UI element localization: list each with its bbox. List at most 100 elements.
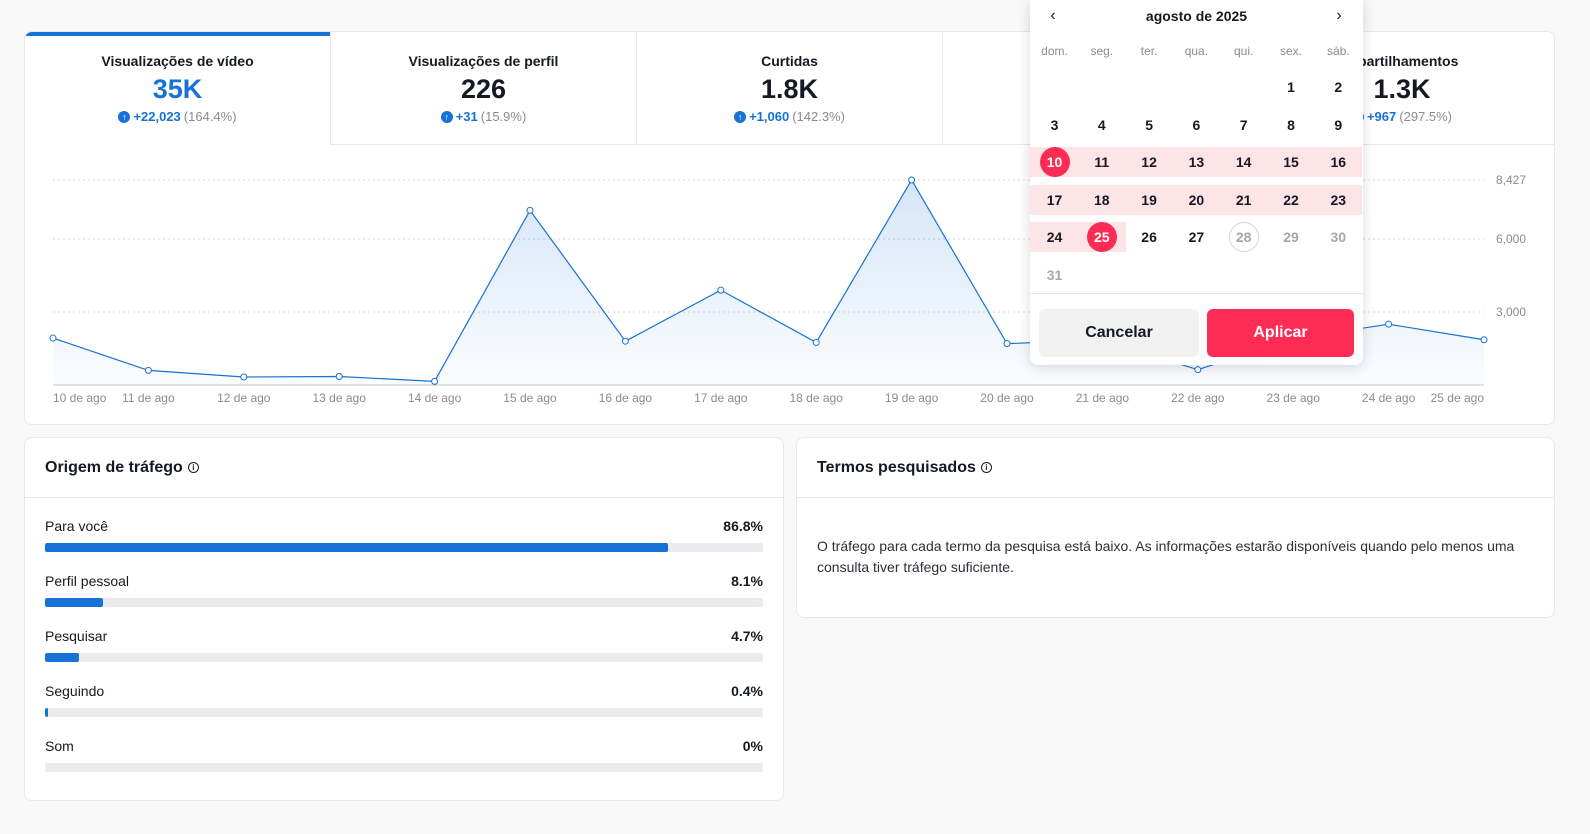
calendar-day-number: 3 bbox=[1050, 116, 1059, 133]
x-tick-label: 18 de ago bbox=[790, 391, 844, 405]
weekday-label: ter. bbox=[1140, 44, 1158, 58]
data-point[interactable] bbox=[1480, 336, 1488, 344]
calendar-day[interactable]: 19 bbox=[1126, 185, 1173, 215]
data-point[interactable] bbox=[335, 372, 343, 380]
traffic-row: Seguindo 0.4% bbox=[45, 683, 763, 738]
calendar-day[interactable]: 26 bbox=[1126, 222, 1173, 252]
calendar-day-number: 15 bbox=[1283, 154, 1299, 170]
calendar-day-number: 31 bbox=[1046, 266, 1063, 283]
calendar-days: 1 2 3 4 5 6 7 8 9 10 11 12 13 14 15 16 17 18 19 20 21 22 23 24 2… bbox=[1030, 0, 1363, 300]
calendar-day[interactable]: 15 bbox=[1268, 147, 1315, 177]
traffic-header: Origem de tráfego i bbox=[25, 438, 783, 498]
calendar-day-number: 18 bbox=[1094, 191, 1110, 208]
calendar-month-label: agosto de 2025 bbox=[1145, 8, 1248, 24]
calendar-day[interactable]: 25 bbox=[1078, 222, 1125, 252]
calendar-day[interactable]: 21 bbox=[1220, 185, 1267, 215]
calendar-day-number: 6 bbox=[1192, 116, 1201, 133]
weekday-label: seg. bbox=[1090, 44, 1114, 58]
calendar-day[interactable]: 16 bbox=[1315, 147, 1362, 177]
calendar-day[interactable]: 5 bbox=[1126, 110, 1173, 140]
data-point[interactable] bbox=[1003, 340, 1011, 348]
calendar-day[interactable]: 14 bbox=[1220, 147, 1267, 177]
calendar-day[interactable]: 11 bbox=[1078, 147, 1125, 177]
data-point[interactable] bbox=[526, 206, 534, 214]
calendar-day-number: 29 bbox=[1283, 229, 1299, 245]
traffic-bar-track bbox=[45, 543, 763, 552]
data-point[interactable] bbox=[1194, 366, 1202, 374]
traffic-name: Perfil pessoal bbox=[45, 573, 130, 589]
data-point[interactable] bbox=[431, 377, 439, 385]
x-tick-label: 23 de ago bbox=[1267, 391, 1321, 405]
traffic-bar-fill bbox=[45, 708, 48, 717]
change-absolute: +31 bbox=[455, 109, 478, 124]
traffic-row: Som 0% bbox=[45, 738, 763, 793]
chevron-right-icon[interactable]: › bbox=[1336, 7, 1342, 24]
calendar-day-number: 26 bbox=[1141, 229, 1157, 245]
change-percent: (142.3%) bbox=[792, 109, 845, 124]
calendar-day[interactable]: 10 bbox=[1031, 147, 1078, 177]
calendar-day-number: 24 bbox=[1046, 229, 1063, 245]
weekday-label: sex. bbox=[1279, 44, 1302, 58]
chevron-left-icon[interactable]: ‹ bbox=[1050, 7, 1056, 24]
calendar-day[interactable]: 13 bbox=[1173, 147, 1220, 177]
traffic-row: Para você 86.8% bbox=[45, 518, 763, 573]
info-icon[interactable]: i bbox=[187, 462, 199, 473]
x-tick-label: 19 de ago bbox=[885, 391, 939, 405]
x-tick-label: 21 de ago bbox=[1076, 391, 1130, 405]
calendar-day-number: 2 bbox=[1334, 79, 1343, 95]
calendar-day[interactable]: 17 bbox=[1031, 185, 1078, 215]
cancel-button[interactable]: Cancelar bbox=[1039, 309, 1199, 357]
calendar-day-number: 4 bbox=[1097, 116, 1106, 133]
info-icon[interactable]: i bbox=[980, 462, 992, 473]
metric-tab-profile-views[interactable]: Visualizações de perfil 226 ↑ +31 (15.9%… bbox=[331, 32, 637, 145]
data-point[interactable] bbox=[144, 366, 152, 374]
calendar-day-number: 1 bbox=[1287, 79, 1295, 95]
x-tick-label: 13 de ago bbox=[313, 391, 367, 405]
calendar-day-number: 16 bbox=[1330, 154, 1347, 170]
calendar-day[interactable]: 1 bbox=[1268, 72, 1315, 102]
calendar-day[interactable]: 6 bbox=[1173, 110, 1220, 140]
traffic-percent: 0% bbox=[742, 738, 763, 754]
metric-label: mpartilhamentos bbox=[1345, 53, 1459, 69]
calendar-day[interactable]: 23 bbox=[1315, 185, 1362, 215]
traffic-bar-fill bbox=[45, 598, 104, 607]
calendar-day-number: 21 bbox=[1235, 191, 1252, 208]
calendar-day[interactable]: 9 bbox=[1315, 110, 1362, 140]
calendar-day[interactable]: 3 bbox=[1031, 110, 1078, 140]
calendar-day[interactable]: 8 bbox=[1268, 110, 1315, 140]
x-tick-label: 20 de ago bbox=[980, 391, 1034, 405]
apply-button[interactable]: Aplicar bbox=[1207, 309, 1354, 357]
date-picker-popup: ‹ agosto de 2025 › dom. seg. ter. qua. qui. s… bbox=[1030, 0, 1363, 365]
calendar-day[interactable]: 4 bbox=[1078, 110, 1125, 140]
data-point[interactable] bbox=[1385, 320, 1393, 328]
arrow-up-icon: ↑ bbox=[118, 110, 131, 123]
search-terms-card: Termos pesquisados i O tráfego para cada… bbox=[796, 437, 1555, 618]
data-point[interactable] bbox=[812, 338, 820, 346]
metric-tab-shares[interactable]: mpartilhamentos 1.3K ↑ +967 (297.5%) bbox=[1249, 32, 1554, 145]
selected-range-band bbox=[1030, 147, 1363, 177]
calendar-day: 28 bbox=[1220, 222, 1267, 252]
traffic-row: Pesquisar 4.7% bbox=[45, 628, 763, 683]
calendar-day[interactable]: 7 bbox=[1220, 110, 1267, 140]
metric-tab-likes[interactable]: Curtidas 1.8K ↑ +1,060 (142.3%) bbox=[637, 32, 943, 145]
calendar-day[interactable]: 27 bbox=[1173, 222, 1220, 252]
calendar-day-number: 19 bbox=[1141, 191, 1157, 208]
data-point[interactable] bbox=[908, 176, 916, 184]
calendar-day[interactable]: 24 bbox=[1031, 222, 1078, 252]
metric-change: ↑ +1,060 (142.3%) bbox=[637, 109, 942, 124]
calendar-day[interactable]: 22 bbox=[1268, 185, 1315, 215]
traffic-bar-fill bbox=[45, 653, 79, 662]
calendar-day-number: 14 bbox=[1235, 154, 1252, 170]
data-point[interactable] bbox=[717, 286, 725, 294]
metric-tab-video-views[interactable]: Visualizações de vídeo 35K ↑ +22,023 (16… bbox=[25, 32, 331, 145]
data-point[interactable] bbox=[240, 373, 248, 381]
calendar-day[interactable]: 20 bbox=[1173, 185, 1220, 215]
calendar-day[interactable]: 2 bbox=[1315, 72, 1362, 102]
calendar-day[interactable]: 18 bbox=[1078, 185, 1125, 215]
metric-label: Curtidas bbox=[761, 53, 818, 69]
traffic-name: Som bbox=[45, 738, 74, 754]
data-point[interactable] bbox=[49, 334, 57, 342]
search-terms-message: O tráfego para cada termo da pesquisa es… bbox=[817, 538, 1515, 575]
calendar-day[interactable]: 12 bbox=[1126, 147, 1173, 177]
data-point[interactable] bbox=[621, 337, 629, 345]
